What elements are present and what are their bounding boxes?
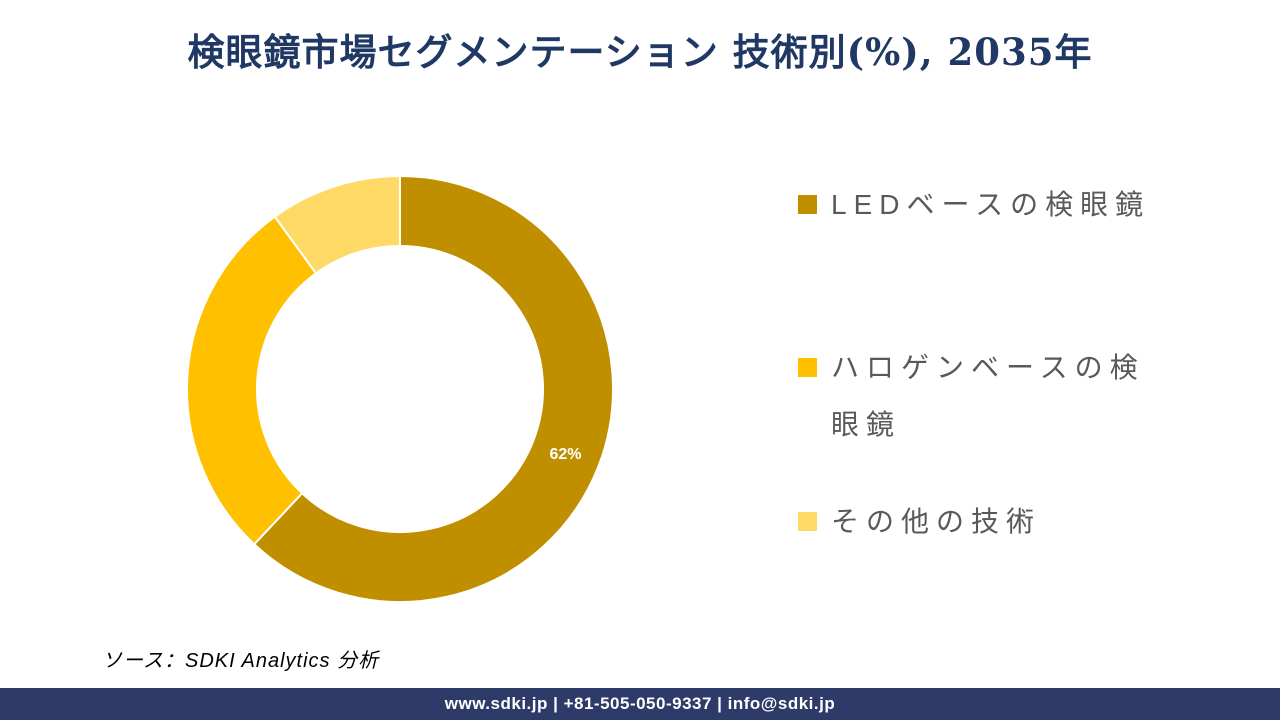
legend-item-others: その他の技術 bbox=[798, 493, 1178, 550]
donut-segment-1 bbox=[186, 215, 318, 546]
legend-label: その他の技術 bbox=[831, 506, 1042, 537]
legend-swatch bbox=[798, 512, 817, 531]
page-title: 検眼鏡市場セグメンテーション 技術別(%), 2035年 bbox=[187, 30, 1093, 74]
footer-bar: www.sdki.jp | +81-505-050-9337 | info@sd… bbox=[0, 688, 1280, 720]
donut-segment-0 bbox=[252, 174, 614, 603]
legend-swatch bbox=[798, 195, 817, 214]
legend-label: ハロゲンベースの検眼鏡 bbox=[831, 352, 1145, 440]
legend-item-led: LEDベースの検眼鏡 bbox=[798, 176, 1178, 233]
footer-text: www.sdki.jp | +81-505-050-9337 | info@sd… bbox=[444, 694, 836, 713]
legend: LEDベースの検眼鏡 ハロゲンベースの検眼鏡 その他の技術 bbox=[798, 0, 1198, 720]
legend-item-halogen: ハロゲンベースの検眼鏡 bbox=[798, 339, 1178, 453]
donut-chart: 62% bbox=[186, 174, 614, 603]
legend-label: LEDベースの検眼鏡 bbox=[831, 189, 1151, 220]
legend-swatch bbox=[798, 358, 817, 377]
source-note: ソース：SDKI Analytics 分析 bbox=[102, 650, 380, 672]
donut-segment-2 bbox=[273, 174, 401, 275]
data-label: 62% bbox=[549, 446, 581, 463]
